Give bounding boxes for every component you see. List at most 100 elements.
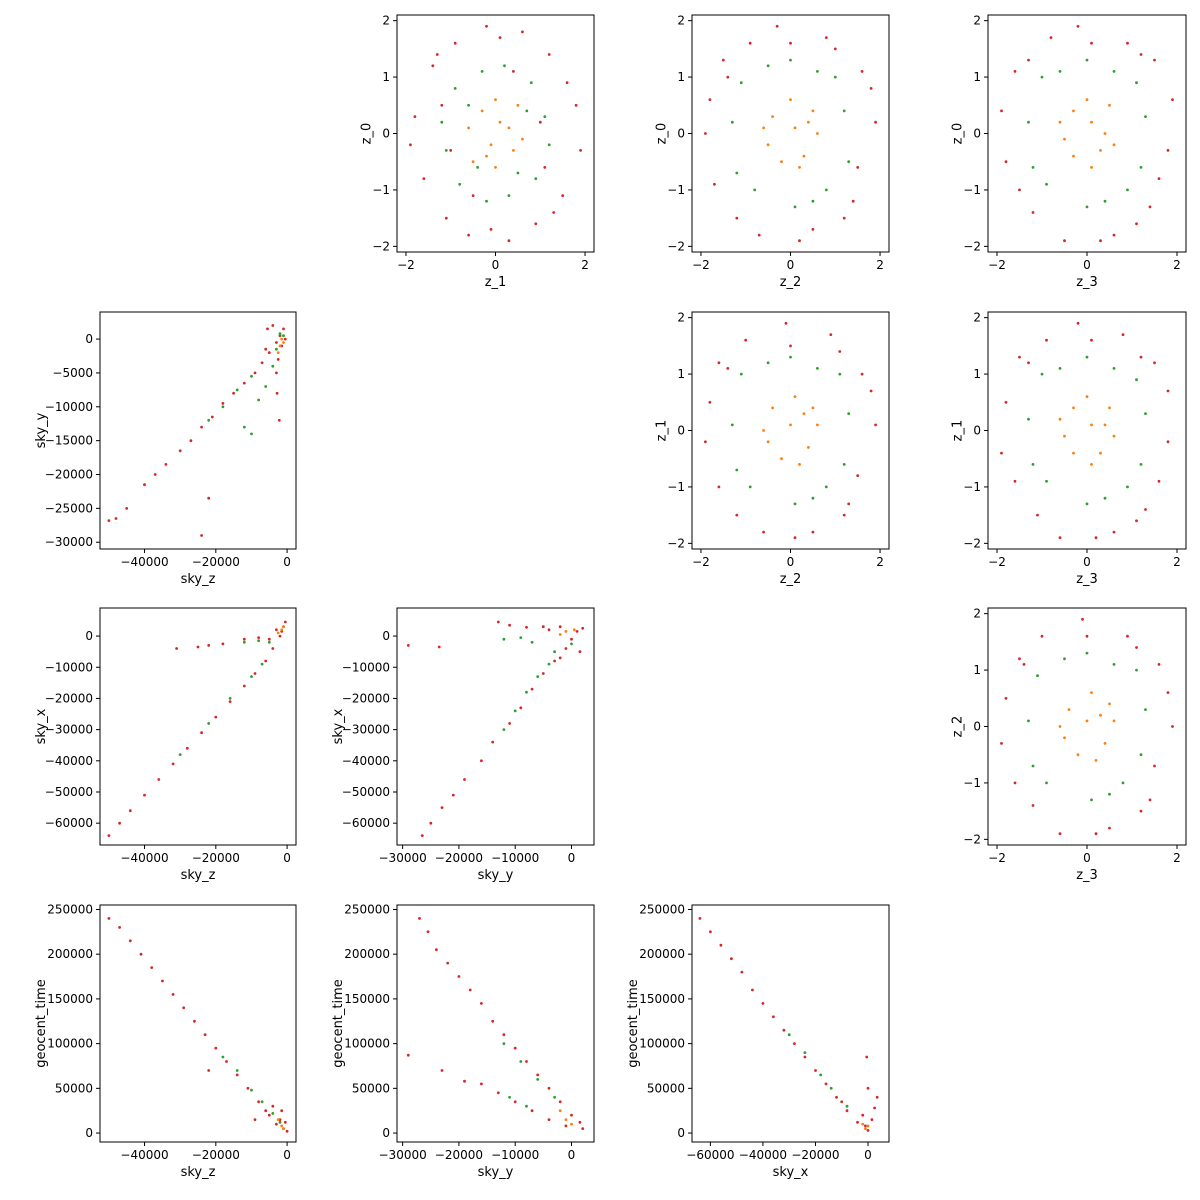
data-point xyxy=(564,647,568,650)
data-point xyxy=(1018,188,1021,192)
data-point xyxy=(1135,378,1138,382)
data-point xyxy=(525,625,528,629)
data-point xyxy=(150,966,154,969)
data-point xyxy=(467,103,470,107)
data-point xyxy=(502,637,506,641)
data-point xyxy=(277,418,281,422)
data-point xyxy=(253,371,257,375)
data-point xyxy=(1090,798,1093,802)
data-point xyxy=(865,1055,869,1059)
data-point xyxy=(748,485,752,489)
data-point xyxy=(257,398,260,402)
data-point xyxy=(446,961,450,965)
data-point xyxy=(278,334,282,338)
data-point xyxy=(536,1078,540,1081)
axes-frame xyxy=(987,607,1187,846)
data-point xyxy=(437,645,441,649)
data-point xyxy=(789,423,792,427)
data-point xyxy=(766,361,770,365)
data-point xyxy=(264,1109,268,1113)
data-point xyxy=(1112,663,1116,666)
data-point xyxy=(793,536,797,540)
x-tick-label: −2 xyxy=(692,555,710,569)
data-point xyxy=(189,439,193,443)
y-tick-label: −60000 xyxy=(342,816,390,830)
data-point xyxy=(856,166,860,169)
y-tick-label: 0 xyxy=(677,424,685,438)
x-tick-label: −20000 xyxy=(435,1148,483,1162)
data-point xyxy=(280,1124,284,1128)
y-tick-label: −1 xyxy=(372,183,390,197)
data-point xyxy=(457,975,461,978)
x-tick-label: −40000 xyxy=(120,1148,168,1162)
points-group xyxy=(1000,321,1170,540)
data-point xyxy=(267,640,271,644)
data-point xyxy=(1058,725,1062,728)
y-tick-label: −10000 xyxy=(342,660,390,674)
panel-skyy-geocent: −30000 −20000 −10000 0 0 50000 100000 150000 200… xyxy=(331,902,595,1180)
y-tick-label: −25000 xyxy=(45,501,93,515)
data-point xyxy=(780,457,783,461)
data-point xyxy=(1045,338,1048,342)
data-point xyxy=(125,507,129,510)
data-point xyxy=(275,371,278,375)
y-tick-label: 2 xyxy=(382,14,390,28)
data-point xyxy=(513,1100,517,1104)
data-point xyxy=(1022,663,1026,666)
data-point xyxy=(429,821,433,825)
data-point xyxy=(422,177,426,181)
data-point xyxy=(1139,53,1143,56)
data-point xyxy=(232,391,236,395)
x-tick-label: 2 xyxy=(581,258,589,272)
data-point xyxy=(1139,355,1143,359)
data-point xyxy=(282,625,285,629)
points-group xyxy=(698,917,879,1132)
data-point xyxy=(1027,417,1030,421)
data-point xyxy=(558,633,562,636)
data-point xyxy=(1067,708,1071,711)
data-point xyxy=(440,806,444,809)
data-point xyxy=(1112,233,1116,237)
panel-skyx-geocent: −60000 −40000 −20000 0 0 50000 100000 150000 200… xyxy=(626,902,890,1180)
data-point xyxy=(282,334,285,338)
x-tick-label: 0 xyxy=(283,851,291,865)
x-axis-label: sky_z xyxy=(181,1165,216,1180)
data-point xyxy=(793,205,797,209)
data-point xyxy=(1058,536,1062,540)
data-point xyxy=(1135,222,1138,226)
data-point xyxy=(157,778,161,781)
x-axis-label: z_3 xyxy=(1076,572,1098,587)
axes-frame xyxy=(987,311,1187,550)
data-point xyxy=(278,634,282,638)
axes-frame xyxy=(987,14,1187,253)
x-tick-label: −30000 xyxy=(379,1148,427,1162)
y-tick-label: 1 xyxy=(973,70,981,84)
axes-frame xyxy=(396,607,595,846)
data-point xyxy=(228,700,232,703)
data-point xyxy=(1144,412,1147,415)
data-point xyxy=(143,793,146,797)
y-tick-label: 250000 xyxy=(47,902,93,916)
data-point xyxy=(1166,440,1170,444)
data-point xyxy=(153,473,157,476)
x-tick-label: −10000 xyxy=(491,851,539,865)
data-point xyxy=(519,1060,523,1063)
data-point xyxy=(1090,463,1093,466)
data-point xyxy=(1135,519,1138,523)
data-point xyxy=(864,1127,867,1130)
x-tick-label: −20000 xyxy=(192,555,240,569)
data-point xyxy=(1058,120,1062,124)
data-point xyxy=(207,722,211,725)
x-tick-label: −40000 xyxy=(120,851,168,865)
data-point xyxy=(276,358,280,361)
data-point xyxy=(816,423,819,427)
x-tick-label: −10000 xyxy=(491,1148,539,1162)
data-point xyxy=(1112,70,1116,73)
data-point xyxy=(1108,792,1111,796)
data-point xyxy=(264,659,268,663)
data-point xyxy=(1112,367,1116,370)
data-point xyxy=(278,332,282,336)
data-point xyxy=(811,109,815,113)
data-point xyxy=(847,160,851,164)
data-point xyxy=(1171,725,1174,728)
